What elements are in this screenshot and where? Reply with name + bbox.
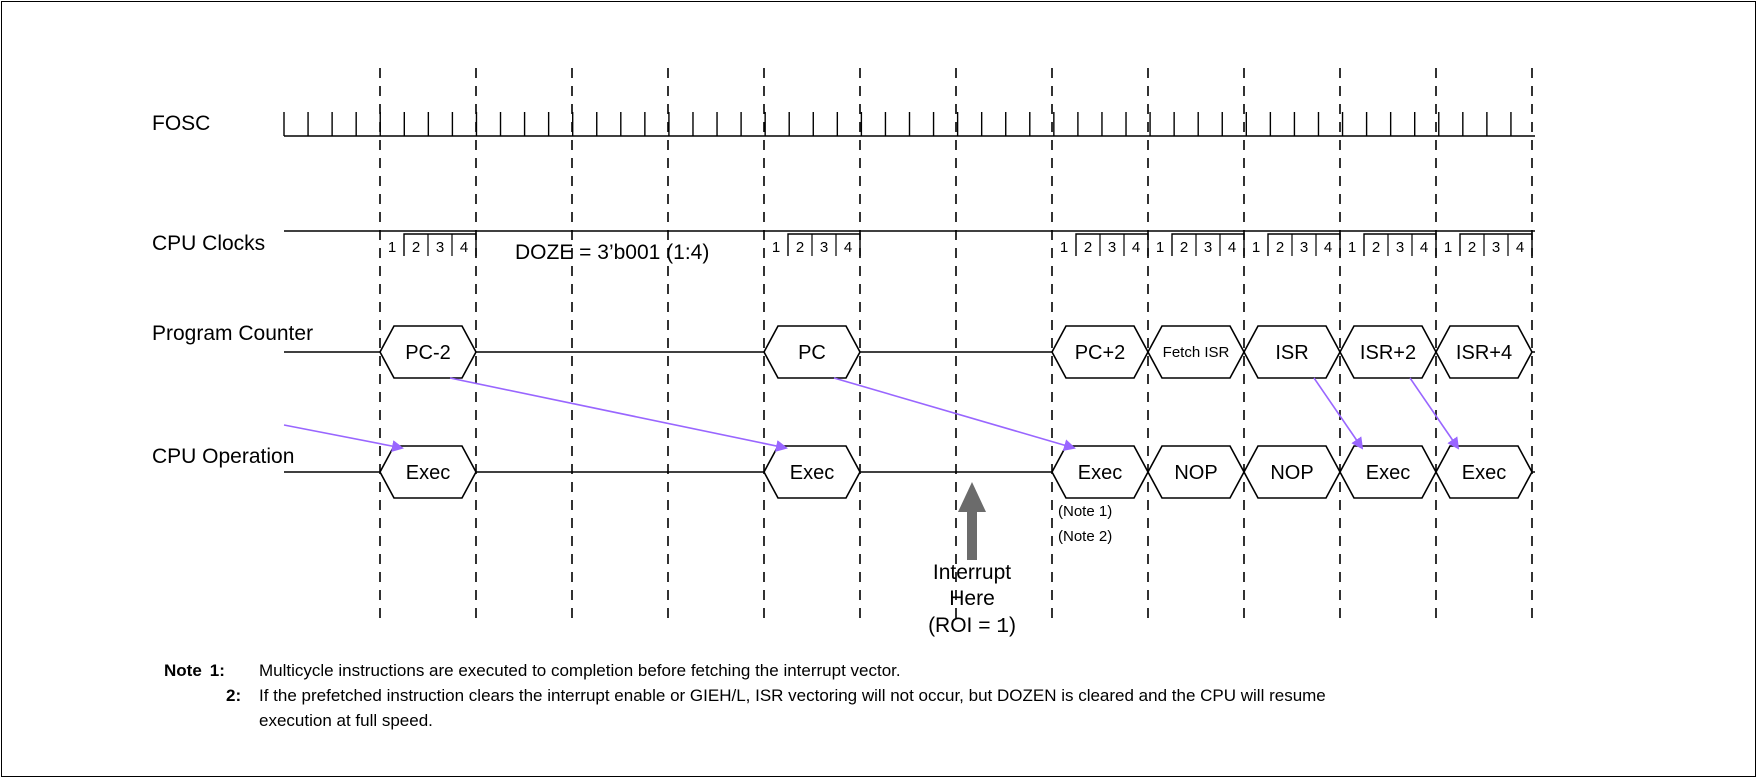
op-cell-label: Exec <box>406 462 450 484</box>
flow-arrow <box>1409 377 1460 450</box>
pc-cell-shape <box>763 325 861 379</box>
notes-heading: Note 1: <box>164 661 225 680</box>
cpu-operation-row: Exec Exec Exec NOP NOP Exec Exec <box>284 445 1535 499</box>
pc-cell-label: PC-2 <box>405 342 451 364</box>
cpu-clock-digit: 4 <box>1132 239 1140 256</box>
op-cell-label: Exec <box>1078 462 1122 484</box>
cpu-clock-digit: 2 <box>1180 239 1188 256</box>
pc-cell-label: Fetch ISR <box>1163 344 1230 361</box>
cpu-clock-box <box>1171 233 1245 256</box>
cpu-clock-digit: 1 <box>1252 239 1260 256</box>
cpu-clock-digit: 1 <box>1156 239 1164 256</box>
cpu-clock-digit: 1 <box>1444 239 1452 256</box>
op-cell-label: NOP <box>1174 462 1217 484</box>
interrupt-label-line2: Here <box>949 587 995 610</box>
cpu-clock-digit: 2 <box>1372 239 1380 256</box>
program-counter-label: Program Counter <box>152 322 313 345</box>
cpu-clock-digit: 3 <box>1108 239 1116 256</box>
pc-cell-label: ISR+2 <box>1360 342 1416 364</box>
pc-cell-shape <box>379 325 477 379</box>
cpu-clock-digit: 2 <box>1084 239 1092 256</box>
cpu-clock-box <box>1075 233 1149 256</box>
cpu-clock-digit: 3 <box>1492 239 1500 256</box>
flow-arrows <box>283 377 1460 452</box>
cycle-boundary-lines <box>379 68 1533 618</box>
op-cell-label: Exec <box>1462 462 1506 484</box>
flow-arrow <box>283 424 404 452</box>
cpu-clock-box <box>1459 233 1533 256</box>
cpu-clocks-label: CPU Clocks <box>152 232 265 255</box>
note2-number: 2: <box>226 686 241 705</box>
cpu-operation-label: CPU Operation <box>152 445 294 468</box>
cpu-clock-digit: 1 <box>1348 239 1356 256</box>
cpu-clock-digit: 3 <box>820 239 828 256</box>
note2-marker: (Note 2) <box>1058 528 1112 545</box>
pc-cell-label: PC <box>798 342 826 364</box>
interrupt-label-line3: (ROI = 1) <box>928 614 1016 639</box>
fosc-waveform <box>283 112 1535 137</box>
cpu-clock-digit: 4 <box>460 239 468 256</box>
cpu-clock-box <box>1267 233 1341 256</box>
cpu-clock-digit: 2 <box>1276 239 1284 256</box>
cpu-clock-digit: 1 <box>772 239 780 256</box>
cpu-clock-digit: 2 <box>412 239 420 256</box>
note1-text: Multicycle instructions are executed to … <box>259 661 901 680</box>
cpu-clock-box <box>403 233 477 256</box>
interrupt-label-line1: Interrupt <box>933 561 1011 584</box>
fosc-label: FOSC <box>152 112 210 135</box>
flow-arrow <box>833 377 1076 451</box>
pc-cell-label: ISR <box>1275 342 1308 364</box>
cpu-clock-digit: 2 <box>796 239 804 256</box>
cpu-clock-digit: 1 <box>388 239 396 256</box>
doze-label: DOZE = 3’b001 (1:4) <box>515 241 709 264</box>
cpu-clock-digit: 3 <box>436 239 444 256</box>
cpu-clock-box <box>1363 233 1437 256</box>
cpu-clock-digit: 4 <box>1324 239 1332 256</box>
interrupt-arrow-icon <box>958 482 986 560</box>
cpu-clock-box <box>787 233 861 256</box>
cpu-clock-digit: 4 <box>1516 239 1524 256</box>
pc-cell-label: ISR+4 <box>1456 342 1512 364</box>
op-cell-label: Exec <box>1366 462 1410 484</box>
flow-arrow <box>1313 377 1364 450</box>
pc-cell-shape <box>1435 325 1533 379</box>
cpu-clock-digit: 3 <box>1204 239 1212 256</box>
cpu-clock-digit: 2 <box>1468 239 1476 256</box>
note2-text-line1: If the prefetched instruction clears the… <box>259 686 1326 705</box>
cpu-clock-digit: 3 <box>1300 239 1308 256</box>
cpu-clock-digit: 1 <box>1060 239 1068 256</box>
cpu-clock-digit: 4 <box>844 239 852 256</box>
pc-cell-label: PC+2 <box>1075 342 1126 364</box>
cpu-clock-digit: 4 <box>1228 239 1236 256</box>
note1-marker: (Note 1) <box>1058 503 1112 520</box>
flow-arrow <box>449 377 788 452</box>
op-cell-label: NOP <box>1270 462 1313 484</box>
op-cell-label: Exec <box>790 462 834 484</box>
program-counter-row: PC-2 PC PC+2 Fetch ISR ISR ISR+2 ISR+4 <box>284 325 1535 379</box>
cpu-clock-digit: 4 <box>1420 239 1428 256</box>
note2-text-line2: execution at full speed. <box>259 711 433 730</box>
cpu-clock-digit: 3 <box>1396 239 1404 256</box>
